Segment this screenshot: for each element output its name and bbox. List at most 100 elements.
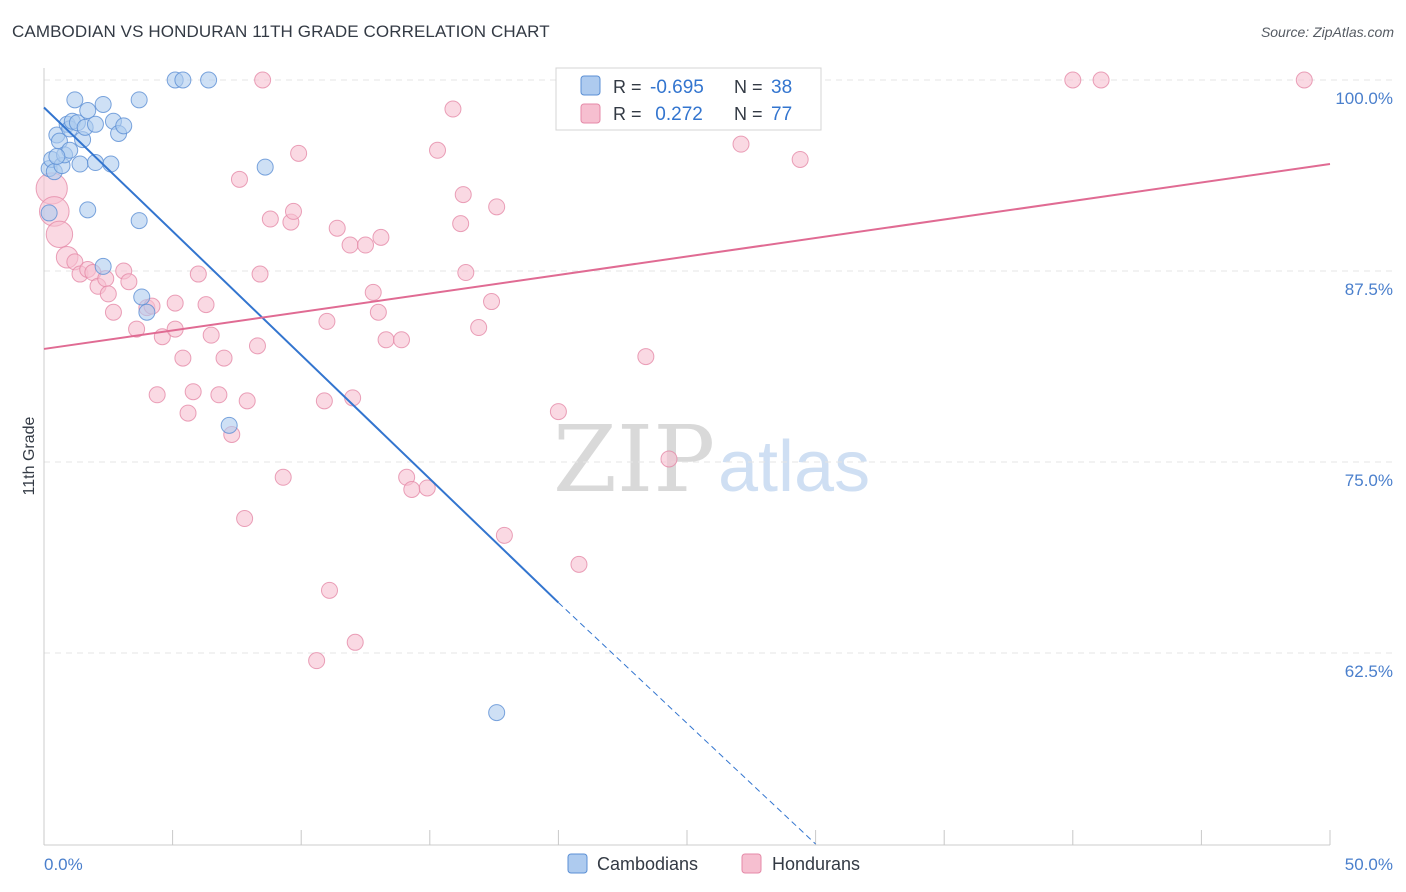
cambodian-point-35 [256, 158, 274, 176]
honduran-point-53 [393, 331, 411, 349]
honduran-point-39 [290, 144, 308, 162]
x-tick-label-0: 0.0% [44, 855, 83, 874]
honduran-point-26 [202, 326, 220, 344]
legend-swatch-hondurans [580, 103, 601, 124]
honduran-point-64 [488, 198, 506, 216]
honduran-point-66 [549, 403, 567, 421]
legend-n-label-2: N = [734, 104, 763, 124]
legend-r-value-1: -0.695 [650, 77, 704, 98]
honduran-point-62 [470, 319, 488, 337]
legend-n-value-2: 77 [771, 104, 792, 125]
honduran-point-51 [372, 228, 390, 246]
honduran-point-45 [341, 236, 359, 254]
honduran-point-70 [732, 135, 750, 153]
cambodian-point-1 [40, 204, 58, 222]
honduran-point-22 [179, 404, 197, 422]
honduran-point-55 [403, 481, 421, 499]
honduran-point-27 [210, 386, 228, 404]
legend-n-value-1: 38 [771, 77, 792, 98]
honduran-point-50 [369, 303, 387, 321]
honduran-point-35 [261, 210, 279, 228]
cambodian-point-12 [66, 91, 84, 109]
cambodian-point-30 [174, 71, 192, 89]
honduran-point-28 [215, 349, 233, 367]
honduran-point-44 [328, 219, 346, 237]
legend-series: Cambodians Hondurans [567, 853, 860, 874]
cambodian-point-28 [138, 303, 156, 321]
honduran-point-52 [377, 331, 395, 349]
bottom-swatch-cambodians [567, 853, 588, 874]
cambodian-point-32 [94, 257, 112, 275]
cambodian-point-17 [79, 102, 97, 120]
honduran-point-68 [637, 348, 655, 366]
cambodian-point-20 [94, 95, 112, 113]
cambodian-point-14 [71, 155, 89, 173]
y-tick-label-1: 87.5% [1345, 280, 1393, 299]
cambodian-point-25 [130, 91, 148, 109]
cambodian-points [40, 71, 506, 722]
honduran-point-72 [254, 71, 272, 89]
honduran-point-48 [357, 236, 374, 254]
honduran-point-43 [320, 581, 338, 599]
cambodian-point-18 [86, 115, 104, 133]
honduran-point-49 [364, 283, 382, 301]
honduran-point-23 [184, 383, 202, 401]
cambodian-trend-line [43, 106, 560, 604]
honduran-point-60 [454, 186, 472, 204]
honduran-point-76 [1092, 71, 1110, 89]
y-tick-label-2: 75.0% [1345, 471, 1393, 490]
honduran-point-71 [791, 150, 809, 168]
cambodian-point-26 [130, 212, 148, 230]
honduran-point-25 [197, 296, 215, 314]
honduran-point-77 [1295, 71, 1313, 89]
cambodian-point-34 [220, 416, 238, 434]
honduran-point-58 [444, 100, 462, 118]
honduran-point-38 [284, 202, 302, 220]
honduran-point-47 [346, 633, 364, 651]
watermark-zip: ZIP [553, 406, 715, 513]
honduran-point-41 [315, 392, 333, 410]
honduran-point-57 [429, 141, 447, 159]
trend-lines [43, 106, 1331, 845]
honduran-point-75 [1064, 71, 1082, 89]
cambodian-point-36 [488, 704, 506, 722]
legend-correlation: R = -0.695 N = 38 R = 0.272 N = 77 [555, 67, 822, 131]
legend-n-label-1: N = [734, 77, 763, 97]
bottom-legend-hondurans: Hondurans [772, 854, 860, 874]
honduran-point-65 [495, 526, 513, 544]
honduran-point-36 [274, 468, 292, 486]
honduran-point-32 [238, 392, 256, 410]
legend-r-label-1: R = [613, 77, 642, 97]
cambodian-point-24 [115, 117, 133, 135]
bottom-swatch-hondurans [741, 853, 762, 874]
honduran-trend-line [43, 163, 1331, 350]
honduran-point-14 [128, 320, 146, 338]
source-label: Source: ZipAtlas.com [1260, 24, 1394, 40]
honduran-point-21 [174, 349, 192, 367]
honduran-point-59 [452, 215, 470, 233]
cambodian-point-33 [79, 201, 97, 219]
honduran-point-13 [120, 273, 138, 291]
honduran-point-69 [660, 450, 678, 468]
honduran-point-67 [570, 555, 588, 573]
honduran-point-31 [236, 510, 254, 528]
cambodian-point-21 [102, 155, 120, 173]
cambodian-point-31 [200, 71, 218, 89]
watermark-atlas: atlas [718, 427, 870, 507]
honduran-point-10 [99, 285, 117, 303]
cambodian-trend-extension [558, 602, 816, 845]
honduran-point-61 [457, 264, 475, 282]
honduran-point-24 [189, 265, 207, 283]
honduran-point-17 [148, 386, 166, 404]
tick-labels: 100.0% 87.5% 75.0% 62.5% 0.0% 50.0% [44, 89, 1393, 874]
honduran-point-34 [251, 265, 269, 283]
honduran-point-20 [166, 294, 184, 312]
honduran-point-63 [483, 293, 501, 311]
y-axis-title: 11th Grade [21, 416, 38, 495]
cambodian-point-37 [48, 147, 66, 165]
honduran-point-56 [418, 479, 436, 497]
honduran-point-30 [230, 170, 248, 188]
honduran-point-2 [45, 220, 74, 249]
chart-title: CAMBODIAN VS HONDURAN 11TH GRADE CORRELA… [12, 22, 550, 41]
